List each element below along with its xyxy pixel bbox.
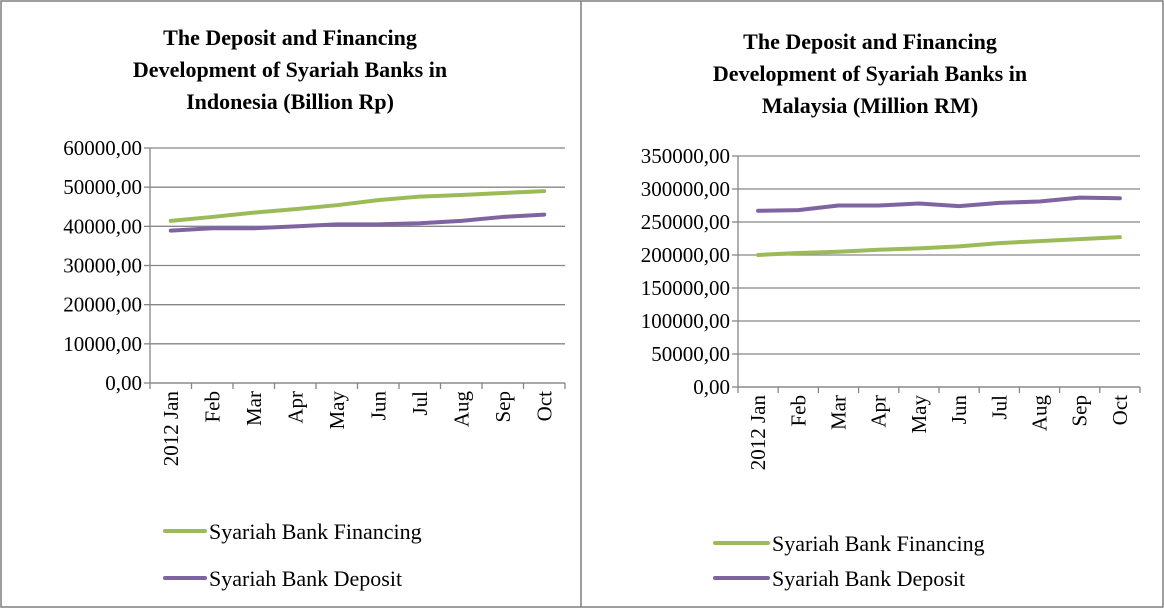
x-tick-label: 2012 Jan: [159, 391, 183, 467]
x-tick-label: Jun: [947, 395, 971, 425]
y-tick-label: 40000,00: [63, 214, 142, 238]
y-tick-label: 200000,00: [641, 243, 730, 267]
x-tick-label: May: [907, 395, 931, 434]
y-tick-label: 20000,00: [63, 293, 142, 317]
x-tick-label: Aug: [1028, 395, 1052, 432]
x-tick-label: Jul: [408, 391, 432, 416]
series-line: [168, 189, 547, 223]
y-tick-label: 10000,00: [63, 332, 142, 356]
x-tick-label: Sep: [491, 391, 515, 423]
y-tick-label: 60000,00: [63, 136, 142, 160]
legend-label: Syariah Bank Financing: [209, 519, 422, 544]
x-tick-label: Feb: [200, 391, 224, 423]
legend-label: Syariah Bank Deposit: [772, 566, 965, 591]
chart-title: The Deposit and Financing: [163, 25, 417, 50]
chart-title: The Deposit and Financing: [743, 29, 997, 54]
y-tick-label: 50000,00: [651, 342, 730, 366]
y-tick-label: 300000,00: [641, 177, 730, 201]
y-tick-label: 150000,00: [641, 276, 730, 300]
y-tick-label: 100000,00: [641, 309, 730, 333]
x-tick-label: May: [325, 391, 349, 430]
x-tick-label: Sep: [1068, 395, 1092, 427]
y-tick-label: 250000,00: [641, 210, 730, 234]
y-tick-label: 50000,00: [63, 175, 142, 199]
x-tick-label: Mar: [242, 391, 266, 426]
y-tick-label: 30000,00: [63, 254, 142, 278]
x-tick-label: Apr: [867, 395, 891, 428]
x-tick-label: Aug: [449, 391, 473, 428]
y-tick-label: 350000,00: [641, 144, 730, 168]
x-tick-label: Jun: [366, 391, 390, 421]
x-tick-label: Apr: [283, 391, 307, 424]
x-tick-label: Jul: [987, 395, 1011, 420]
chart-title: Development of Syariah Banks in: [133, 57, 447, 82]
legend-label: Syariah Bank Deposit: [209, 566, 402, 591]
chart-title: Indonesia (Billion Rp): [186, 89, 394, 114]
y-tick-label: 0,00: [105, 371, 142, 395]
x-tick-label: Feb: [786, 395, 810, 427]
chart-title: Malaysia (Million RM): [762, 93, 978, 118]
y-tick-label: 0,00: [693, 375, 730, 399]
series-line: [756, 235, 1122, 257]
series-line: [168, 212, 547, 233]
x-tick-label: Mar: [827, 395, 851, 430]
x-tick-label: Oct: [1108, 395, 1132, 425]
x-tick-label: Oct: [532, 391, 556, 421]
chart-title: Development of Syariah Banks in: [713, 61, 1027, 86]
legend-label: Syariah Bank Financing: [772, 531, 985, 556]
series-line: [756, 195, 1122, 213]
x-tick-label: 2012 Jan: [746, 395, 770, 471]
